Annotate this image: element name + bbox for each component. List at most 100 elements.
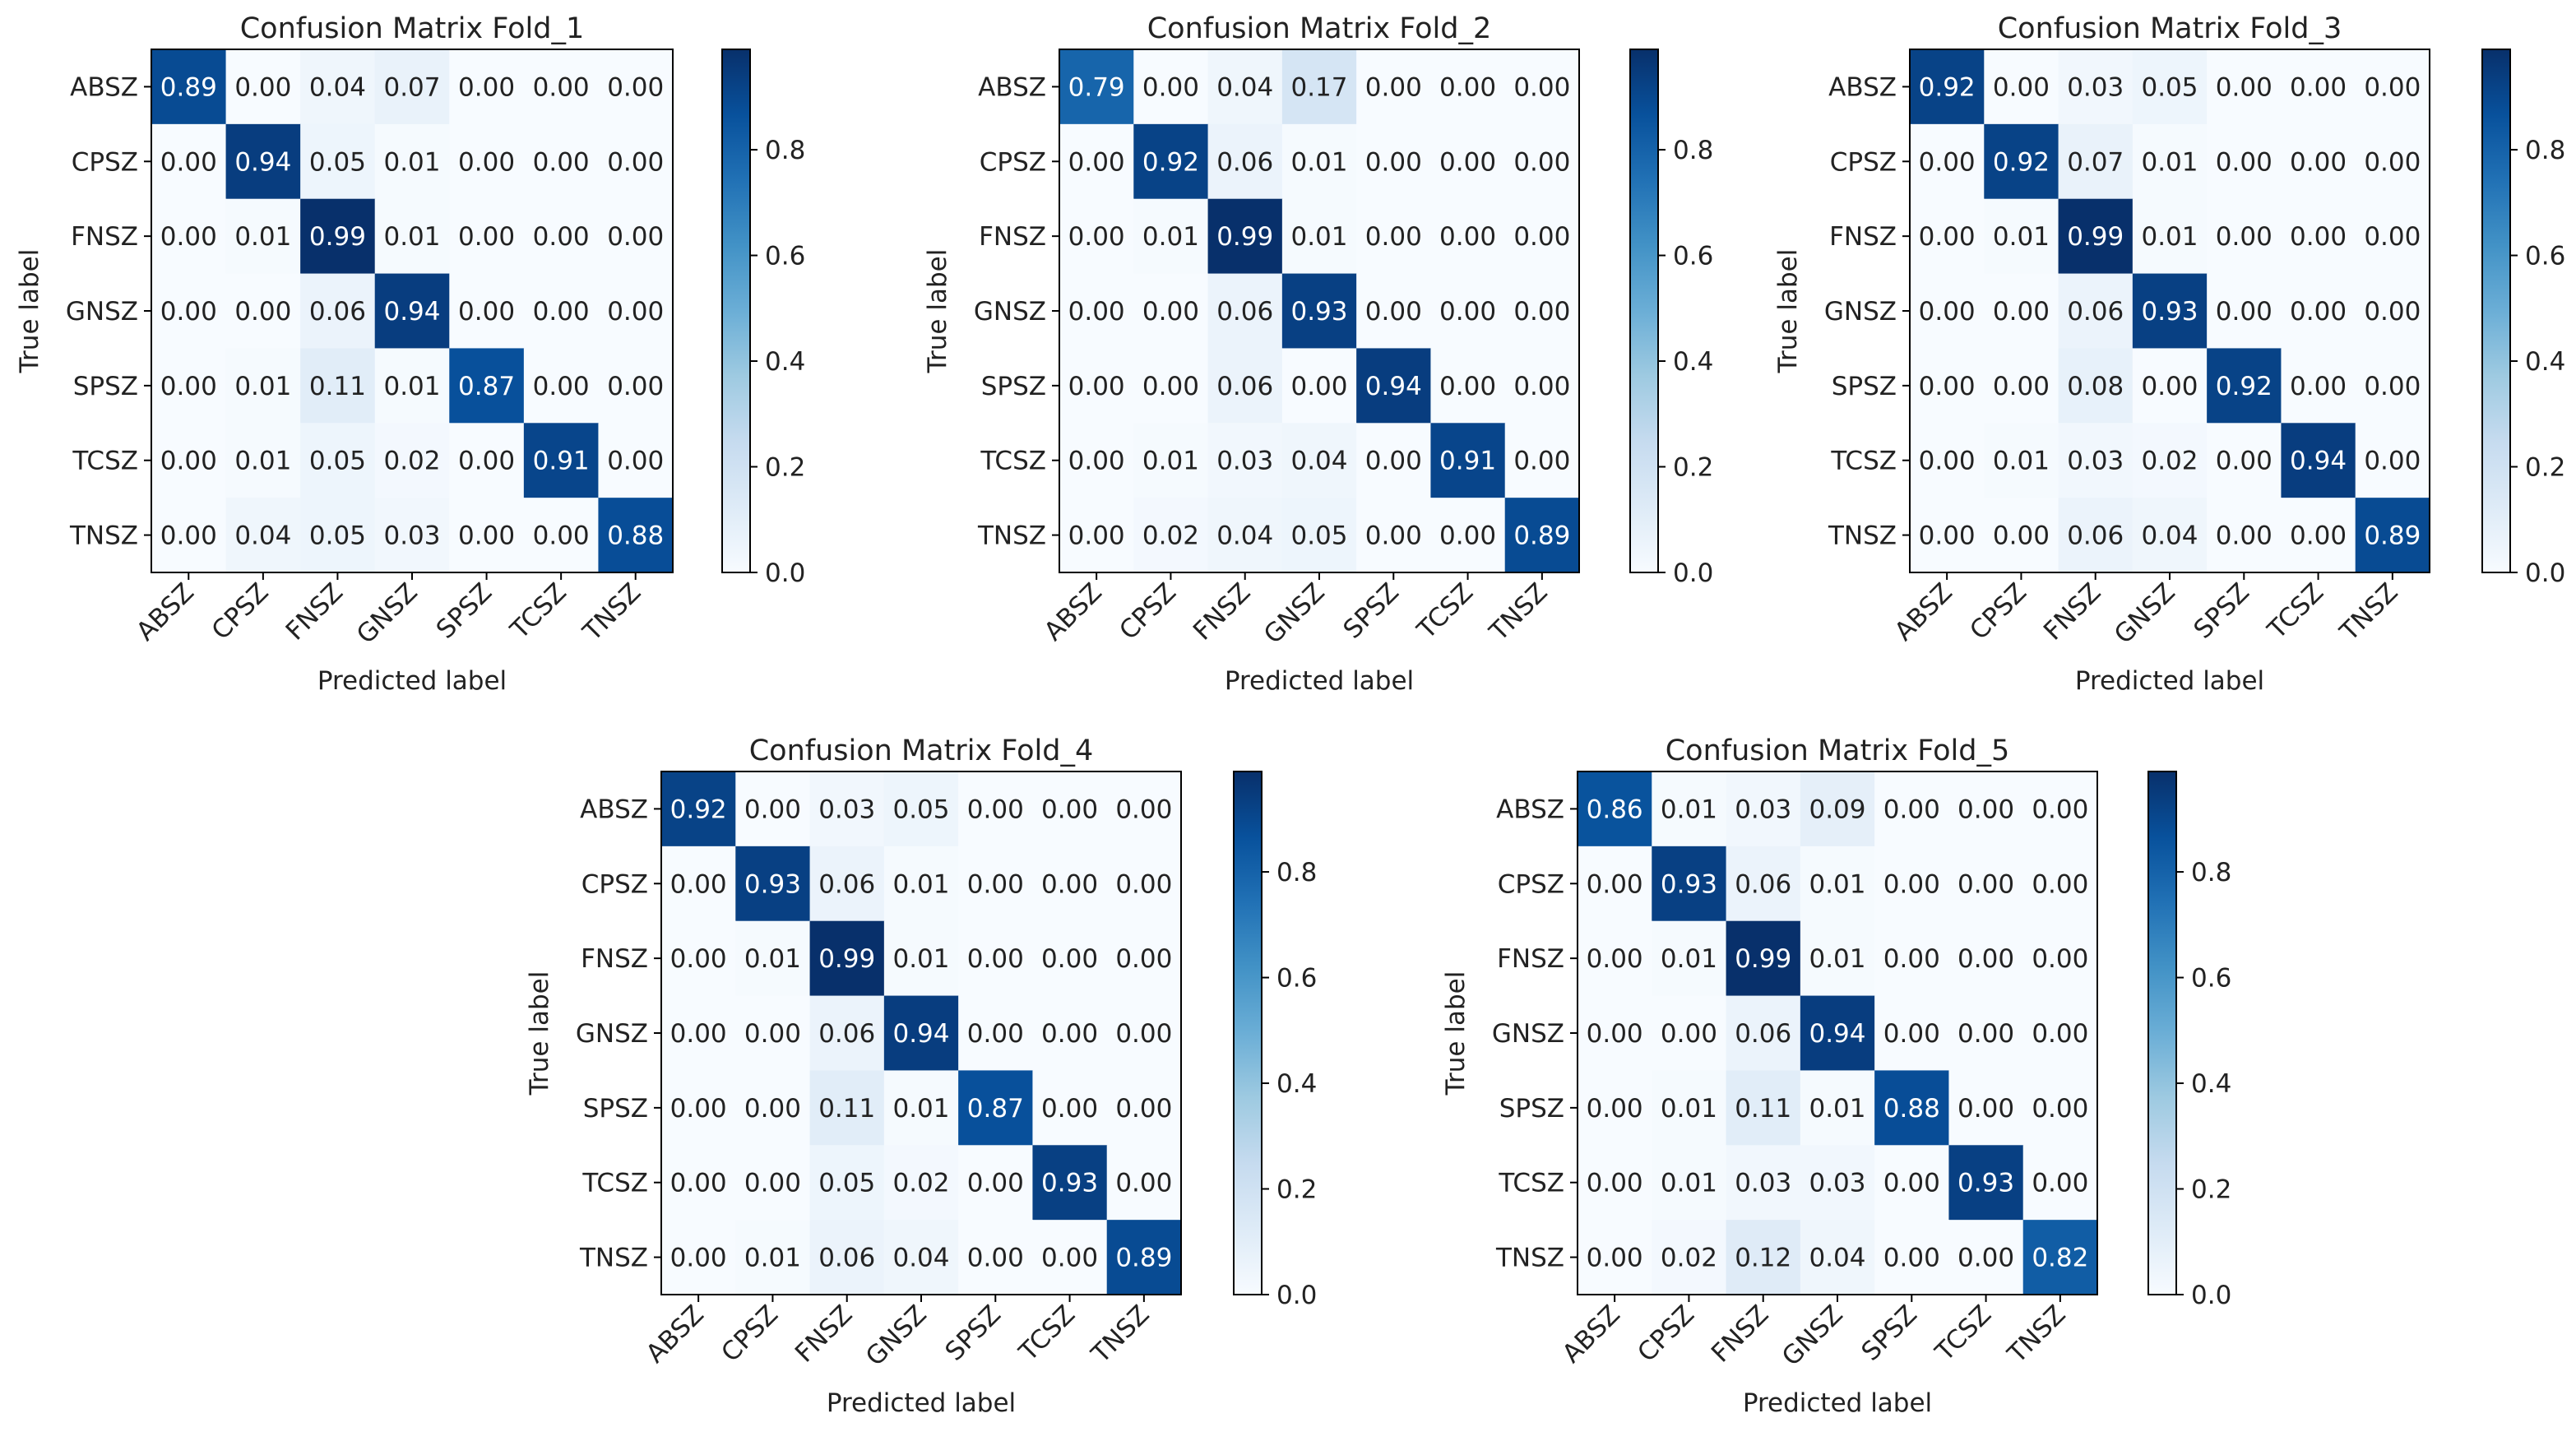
cell-value-label: 0.00	[967, 944, 1024, 974]
heatmap-cell	[1578, 1070, 1652, 1146]
cell-value-label: 0.00	[1068, 297, 1125, 327]
cell-value-label: 0.01	[1809, 1094, 1865, 1124]
heatmap-cell	[2022, 1070, 2098, 1146]
chart-title: Confusion Matrix Fold_4	[749, 734, 1094, 767]
cell-value-label: 0.01	[234, 222, 291, 252]
cell-value-label: 0.03	[1216, 447, 1273, 476]
colorbar-tick-label: 0.8	[1673, 136, 1713, 165]
cell-value-label: 0.02	[1661, 1244, 1717, 1273]
cell-value-label: 0.00	[160, 447, 217, 476]
x-tick-label: CPSZ	[206, 577, 275, 646]
heatmap-cell	[1652, 920, 1727, 997]
cell-value-label: 0.00	[1957, 1019, 2014, 1049]
colorbar: 0.0 0.2 0.4 0.6 0.8	[2147, 771, 2231, 1310]
heatmap-cell	[1032, 846, 1108, 922]
heatmap-cell	[1281, 273, 1357, 350]
cell-value-label: 0.00	[1068, 147, 1125, 177]
cell-value-label: 0.00	[1041, 869, 1098, 899]
cell-value-label: 0.00	[2032, 795, 2088, 824]
heatmap-cell	[1430, 348, 1506, 424]
y-tick-label: FNSZ	[1497, 944, 1564, 974]
cell-value-label: 0.00	[1439, 147, 1496, 177]
cell-value-label: 0.01	[1290, 222, 1347, 252]
heatmap-cell	[1106, 771, 1182, 847]
heatmap-cell	[809, 920, 885, 997]
y-tick-label: ABSZ	[70, 72, 138, 102]
cell-value-label: 0.00	[2216, 297, 2273, 327]
heatmap-cell	[2281, 423, 2356, 498]
cell-value-label: 0.00	[1919, 147, 1976, 177]
heatmap-cell	[2355, 348, 2430, 424]
cell-value-label: 0.00	[1041, 1019, 1098, 1049]
cell-value-label: 0.00	[670, 1019, 727, 1049]
confusion-matrix-fold-3: Confusion Matrix Fold_3 0.92 0.00 0.03 0.05 0…	[1773, 12, 2565, 696]
heatmap-cell	[1984, 49, 2059, 125]
cell-value-label: 0.06	[1735, 1019, 1791, 1049]
cell-value-label: 0.00	[1115, 1094, 1172, 1124]
heatmap-cell	[1059, 198, 1134, 275]
heatmap-cell	[225, 348, 301, 424]
cell-value-label: 0.04	[309, 72, 366, 102]
heatmap-cell	[1726, 995, 1801, 1072]
cell-value-label: 0.00	[1513, 72, 1570, 102]
cell-value-label: 0.00	[607, 147, 664, 177]
cell-value-label: 0.01	[892, 944, 949, 974]
x-axis-label: Predicted label	[317, 666, 507, 696]
y-axis-label: True label	[923, 249, 952, 374]
cell-value-label: 0.00	[1365, 72, 1422, 102]
heatmap-cell	[1504, 348, 1580, 424]
heatmap-cell	[1430, 49, 1506, 125]
cell-value-label: 0.03	[1809, 1169, 1865, 1198]
cell-value-label: 0.00	[234, 297, 291, 327]
cell-value-label: 0.93	[1957, 1169, 2014, 1198]
cell-value-label: 0.92	[670, 795, 727, 824]
y-tick-label: FNSZ	[979, 222, 1046, 252]
heatmap-cell	[374, 348, 450, 424]
heatmap-cell	[1874, 1220, 1950, 1295]
heatmap-cell	[2207, 198, 2282, 275]
cell-value-label: 0.00	[1513, 147, 1570, 177]
heatmap-cell	[225, 123, 301, 200]
cell-value-label: 0.00	[1142, 297, 1199, 327]
heatmap-cell	[449, 498, 525, 573]
cell-value-label: 0.01	[1661, 795, 1717, 824]
cell-value-label: 0.00	[1883, 1169, 1940, 1198]
x-tick-label: SPSZ	[2188, 577, 2255, 645]
heatmap-cell	[883, 1070, 959, 1146]
heatmap-cell	[2207, 348, 2282, 424]
cell-value-label: 0.00	[1919, 521, 1976, 551]
cell-value-label: 0.05	[309, 521, 366, 551]
x-axis-label: Predicted label	[827, 1388, 1016, 1418]
heatmap-cell	[661, 920, 736, 997]
cell-value-label: 0.92	[1919, 72, 1976, 102]
cell-value-label: 0.79	[1068, 72, 1125, 102]
cell-value-label: 0.89	[160, 72, 217, 102]
cell-value-label: 0.00	[2364, 72, 2421, 102]
heatmap-cell	[958, 846, 1034, 922]
cell-value-label: 0.00	[2364, 297, 2421, 327]
heatmap-cell	[1910, 198, 1985, 275]
cell-value-label: 0.11	[1735, 1094, 1791, 1124]
cell-value-label: 0.06	[818, 1244, 875, 1273]
y-tick-label: SPSZ	[1499, 1094, 1564, 1124]
cell-value-label: 0.01	[1142, 222, 1199, 252]
heatmap-cell	[1106, 1070, 1182, 1146]
heatmap-cell	[883, 1220, 959, 1295]
heatmap-cell	[2281, 498, 2356, 573]
heatmap-cell	[958, 771, 1034, 847]
y-tick-label: ABSZ	[1828, 72, 1897, 102]
heatmap-cell	[1133, 348, 1209, 424]
heatmap-cell	[225, 273, 301, 350]
heatmap-cell	[1059, 49, 1134, 125]
heatmap-cell	[1207, 498, 1283, 573]
x-tick-label: FNSZ	[280, 577, 349, 646]
heatmap-cell	[449, 198, 525, 275]
heatmap-cell	[735, 995, 811, 1072]
colorbar-gradient	[1233, 771, 1263, 1295]
heatmap-cell	[1106, 846, 1182, 922]
heatmap-cell	[2132, 198, 2208, 275]
heatmap-cell	[151, 273, 227, 350]
x-tick-label: GNSZ	[2109, 577, 2181, 650]
cell-value-label: 0.05	[818, 1169, 875, 1198]
y-axis-label: True label	[1773, 249, 1803, 374]
